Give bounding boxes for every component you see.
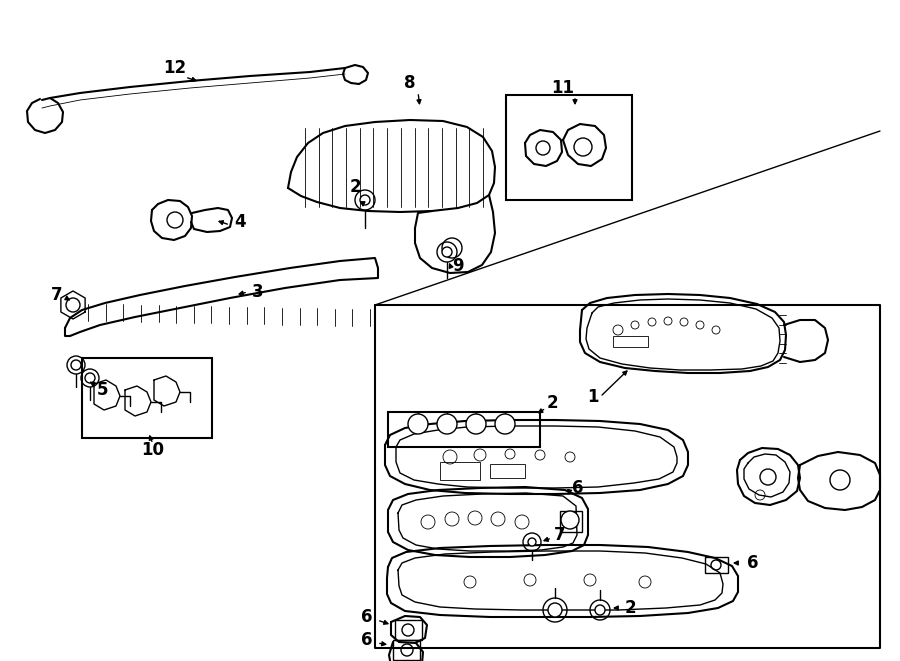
- Text: 10: 10: [141, 441, 165, 459]
- Text: 2: 2: [625, 599, 635, 617]
- Text: 11: 11: [552, 79, 574, 97]
- Text: 9: 9: [452, 257, 464, 275]
- Text: 8: 8: [404, 74, 416, 92]
- Circle shape: [437, 414, 457, 434]
- Text: 1: 1: [587, 388, 599, 406]
- Bar: [705, 557, 728, 573]
- Text: 7: 7: [51, 286, 63, 304]
- Bar: [440, 462, 480, 480]
- Bar: [490, 464, 525, 478]
- Text: 6: 6: [747, 554, 759, 572]
- Bar: [613, 336, 648, 347]
- Text: 2: 2: [546, 394, 558, 412]
- Bar: [506, 95, 632, 200]
- Circle shape: [85, 373, 95, 383]
- Circle shape: [528, 538, 536, 546]
- Text: 5: 5: [97, 381, 109, 399]
- Circle shape: [495, 414, 515, 434]
- Text: 3: 3: [252, 283, 264, 301]
- Bar: [395, 620, 422, 640]
- Circle shape: [360, 195, 370, 205]
- Circle shape: [561, 511, 579, 529]
- Circle shape: [442, 247, 452, 257]
- Text: 6: 6: [361, 631, 373, 649]
- Text: 2: 2: [349, 178, 361, 196]
- Circle shape: [595, 605, 605, 615]
- Circle shape: [408, 414, 428, 434]
- Text: 6: 6: [572, 479, 584, 497]
- Text: 4: 4: [234, 213, 246, 231]
- Text: 6: 6: [361, 608, 373, 626]
- Bar: [82, 358, 212, 438]
- Bar: [560, 511, 582, 532]
- Text: 12: 12: [164, 59, 186, 77]
- Text: 7: 7: [554, 526, 566, 544]
- Bar: [388, 412, 540, 447]
- Circle shape: [548, 603, 562, 617]
- Circle shape: [466, 414, 486, 434]
- Circle shape: [71, 360, 81, 370]
- Bar: [393, 640, 420, 660]
